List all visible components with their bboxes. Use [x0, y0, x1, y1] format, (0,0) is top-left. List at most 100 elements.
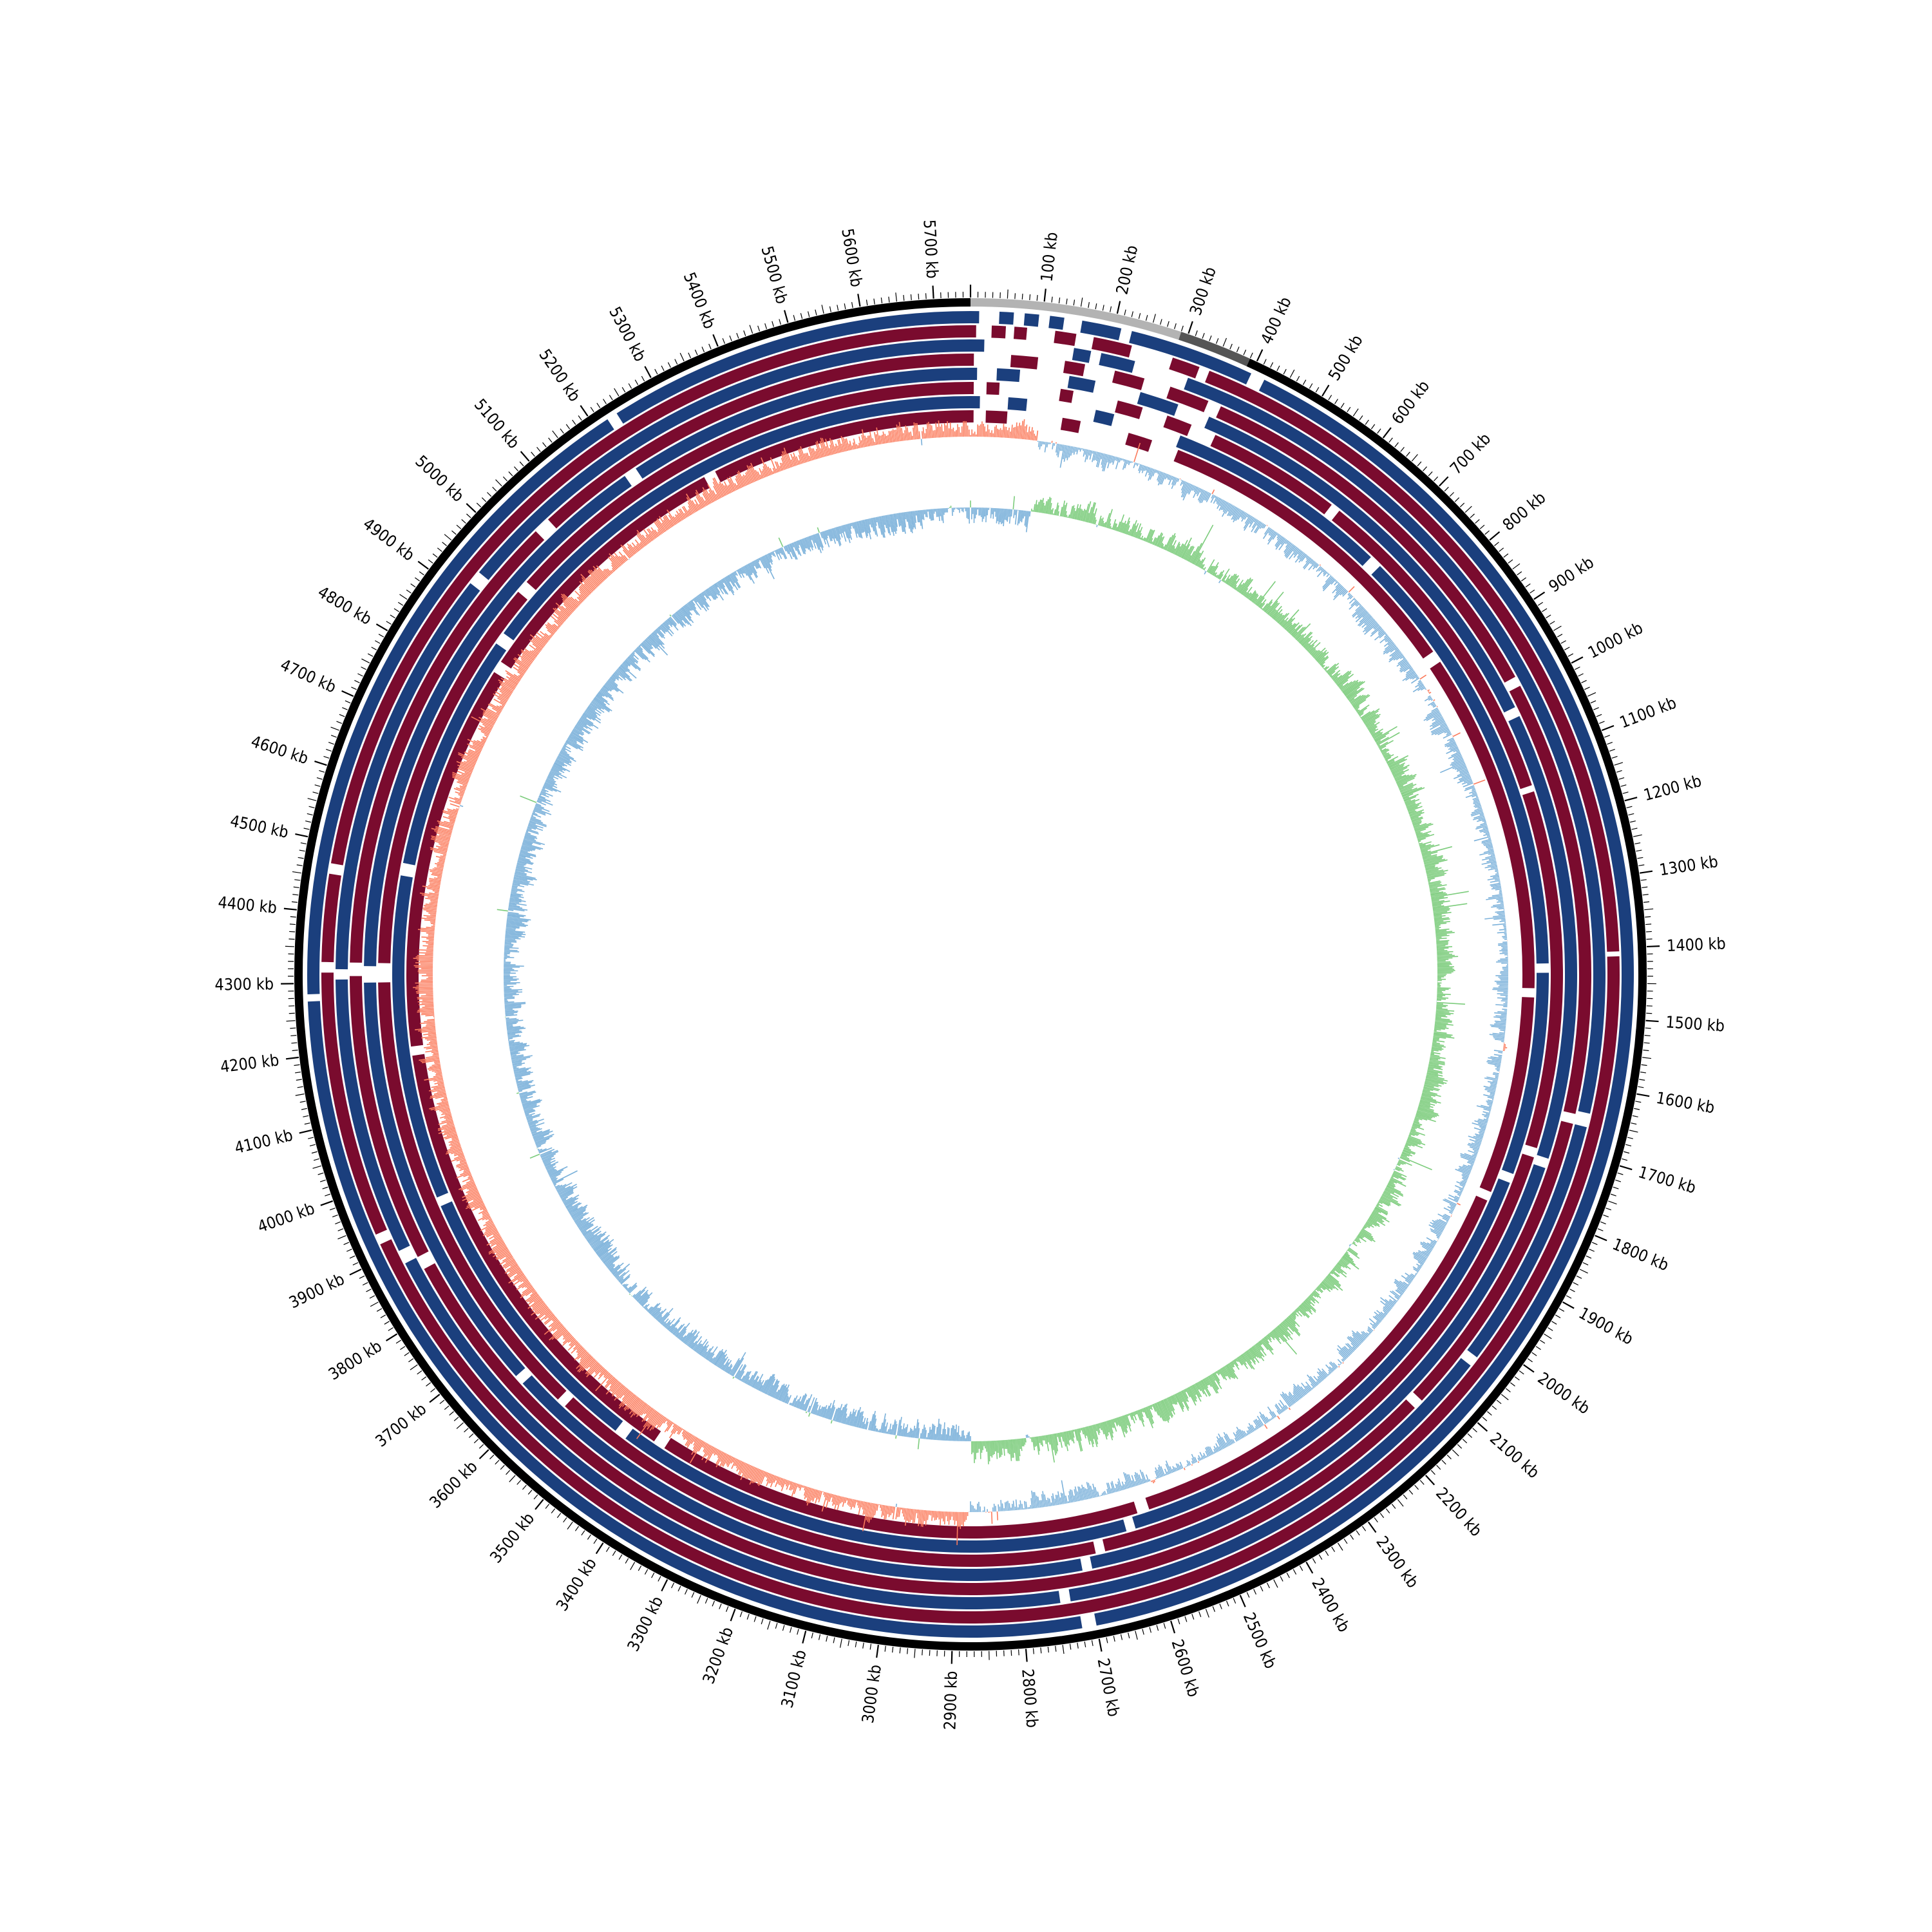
tick-mark	[336, 721, 343, 724]
tick-mark	[404, 1352, 410, 1356]
tick-mark	[1131, 311, 1133, 317]
tick-mark	[793, 315, 796, 321]
tick-mark	[548, 437, 553, 443]
tick-mark	[1571, 656, 1584, 664]
tick-mark	[1531, 1352, 1537, 1356]
tick-mark	[297, 1086, 303, 1088]
tick-mark	[375, 640, 381, 644]
tick-mark	[1617, 1172, 1624, 1175]
tick-mark	[495, 479, 502, 487]
tick-mark	[1305, 1562, 1314, 1574]
tick-mark	[1624, 1151, 1630, 1154]
tick-label: 700 kb	[1446, 430, 1495, 478]
tick-mark	[829, 306, 831, 312]
blast-ring-8-segment	[1479, 997, 1535, 1192]
tick-mark	[326, 748, 332, 752]
blast-ring-7-segment	[1007, 397, 1028, 412]
tick-mark	[1102, 305, 1104, 311]
tick-mark	[618, 1554, 623, 1560]
tick-mark	[705, 1598, 708, 1604]
tick-label: 200 kb	[1112, 243, 1141, 296]
blast-ring-4-segment	[424, 1263, 1415, 1596]
tick-mark	[285, 945, 294, 947]
tick-mark	[596, 402, 601, 408]
tick-mark	[701, 346, 705, 352]
tick-mark	[1647, 945, 1660, 948]
tick-label: 1400 kb	[1666, 934, 1726, 955]
tick-mark	[730, 1609, 736, 1622]
tick-mark	[712, 1600, 715, 1607]
tick-mark	[1397, 1499, 1404, 1507]
tick-label: 3500 kb	[486, 1509, 538, 1566]
tick-mark	[1467, 1433, 1473, 1438]
tick-label: 2600 kb	[1168, 1637, 1203, 1699]
tick-mark	[473, 1439, 479, 1444]
tick-mark	[332, 1214, 338, 1218]
tick-mark	[1113, 1636, 1115, 1642]
tick-mark	[761, 1618, 764, 1625]
tick-mark	[1106, 1637, 1108, 1643]
tick-mark	[1501, 1394, 1509, 1401]
tick-mark	[1567, 653, 1574, 657]
tick-label: 900 kb	[1546, 553, 1597, 596]
tick-mark	[312, 791, 319, 794]
tick-mark	[929, 1650, 931, 1656]
gc-content-line-below	[459, 439, 1509, 1513]
tick-mark	[1586, 1255, 1592, 1259]
tick-label: 2900 kb	[940, 1671, 961, 1730]
tick-mark	[1021, 294, 1023, 300]
tick-label: 2200 kb	[1432, 1484, 1486, 1540]
tick-mark	[1128, 1632, 1130, 1639]
tick-label: 2800 kb	[1018, 1668, 1041, 1728]
tick-mark	[1116, 301, 1121, 314]
tick-mark	[1477, 1422, 1488, 1432]
tick-mark	[1436, 1464, 1441, 1470]
tick-mark	[1608, 1200, 1617, 1205]
tick-mark	[1423, 466, 1428, 471]
blast-ring-3-segment	[1467, 1124, 1587, 1358]
tick-mark	[1496, 1399, 1502, 1405]
tick-mark	[1388, 437, 1393, 443]
tick-mark	[375, 623, 388, 632]
blast-ring-2-segment	[1091, 337, 1132, 358]
blast-ring-8-segment	[1430, 661, 1535, 989]
tick-mark	[1604, 735, 1611, 738]
tick-mark	[1263, 359, 1267, 365]
tick-mark	[1156, 1625, 1159, 1631]
tick-mark	[1400, 447, 1405, 452]
tick-mark	[1595, 1235, 1607, 1242]
tick-mark	[1299, 1565, 1303, 1571]
tick-mark	[1219, 1603, 1222, 1609]
tick-mark	[1280, 1576, 1283, 1582]
tick-mark	[502, 476, 507, 482]
tick-mark	[430, 1388, 436, 1393]
tick-mark	[567, 1521, 573, 1530]
tick-mark	[1205, 1609, 1209, 1618]
tick-label: 300 kb	[1186, 265, 1220, 318]
tick-mark	[1584, 687, 1590, 690]
tick-mark	[481, 497, 487, 502]
tick-mark	[1260, 1586, 1264, 1592]
tick-mark	[779, 319, 781, 325]
tick-mark	[821, 305, 824, 314]
tick-mark	[1537, 601, 1544, 606]
tick-mark	[1457, 1444, 1463, 1449]
tick-mark	[1619, 1165, 1633, 1171]
tick-label: 500 kb	[1325, 332, 1367, 384]
tick-mark	[1462, 1439, 1468, 1444]
tick-mark	[1379, 1513, 1385, 1519]
blast-ring-7-segment	[1501, 972, 1549, 1174]
tick-mark	[1487, 1411, 1492, 1416]
tick-mark	[1642, 1057, 1652, 1059]
tick-mark	[580, 405, 589, 417]
tick-label: 1800 kb	[1610, 1235, 1672, 1274]
tick-mark	[1425, 1475, 1435, 1486]
tick-mark	[581, 1530, 585, 1536]
tick-mark	[1613, 1186, 1619, 1189]
tick-mark	[1505, 1388, 1511, 1393]
tick-mark	[688, 352, 692, 359]
tick-mark	[1428, 471, 1433, 477]
tick-mark	[1170, 1620, 1176, 1634]
tick-mark	[654, 368, 658, 375]
